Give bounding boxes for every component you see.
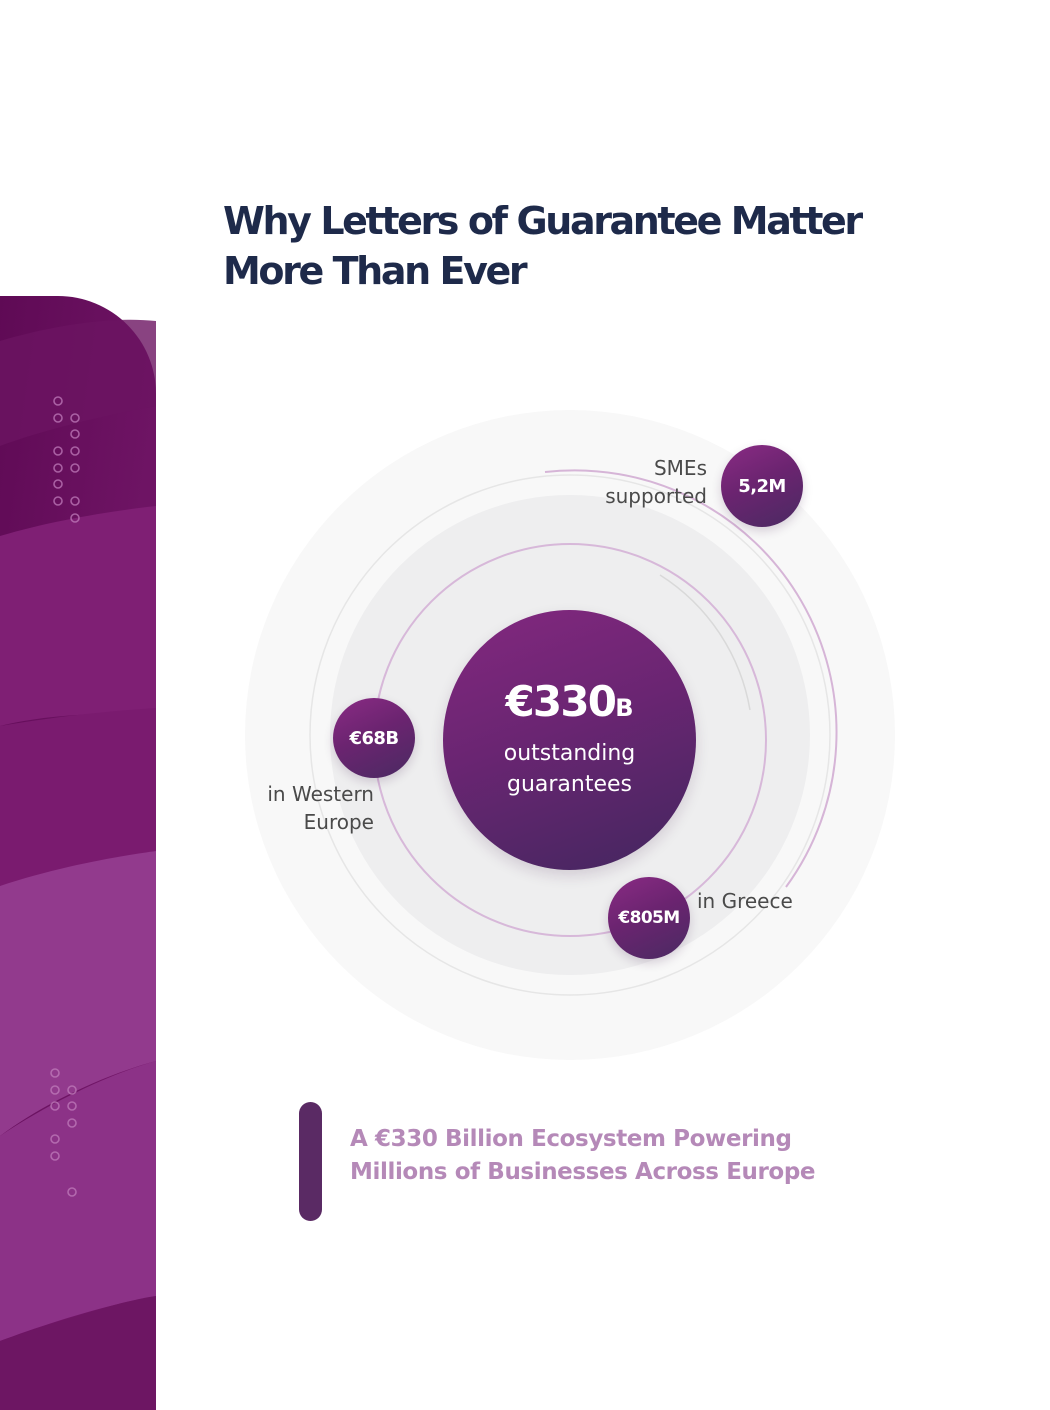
western-europe-label-line-2: Europe (303, 810, 374, 834)
callout-line-2: Millions of Businesses Across Europe (350, 1159, 816, 1185)
smes-label-line-1: SMEs (653, 456, 707, 480)
decorative-dots-top (53, 396, 80, 523)
smes-label-line-2: supported (605, 484, 707, 508)
greece-stat-label: in Greece (697, 889, 793, 913)
smes-stat-label: SMEs supported (570, 454, 707, 510)
guarantee-stats-diagram: €330B outstanding guarantees SMEs suppor… (240, 380, 910, 1100)
center-stat-value: €330B (443, 677, 696, 733)
callout-text: A €330 Billion Ecosystem Powering Millio… (350, 1123, 910, 1189)
decorative-dots-bottom (50, 1068, 77, 1197)
center-caption-line-1: outstanding (503, 741, 636, 766)
western-europe-stat-bubble: €68B (333, 698, 415, 778)
center-stat-caption: outstanding guarantees (443, 738, 696, 800)
side-panel-graphic (0, 296, 156, 1410)
callout-accent-bar (299, 1102, 322, 1221)
center-caption-line-2: guarantees (506, 772, 633, 797)
page-title-line-2: More Than Ever (223, 249, 528, 293)
center-stat-amount: €330 (505, 677, 617, 726)
decorative-side-panel (0, 296, 156, 1410)
smes-stat-bubble: 5,2M (721, 445, 803, 527)
western-europe-label-line-1: in Western (267, 782, 374, 806)
center-stat-bubble: €330B outstanding guarantees (443, 610, 696, 870)
western-europe-stat-label: in Western Europe (250, 780, 374, 836)
center-stat-unit: B (615, 694, 634, 722)
page-title-line-1: Why Letters of Guarantee Matter (223, 199, 863, 243)
greece-stat-bubble: €805M (608, 877, 690, 959)
callout-line-1: A €330 Billion Ecosystem Powering (350, 1126, 792, 1152)
page-title: Why Letters of Guarantee Matter More Tha… (223, 196, 863, 296)
